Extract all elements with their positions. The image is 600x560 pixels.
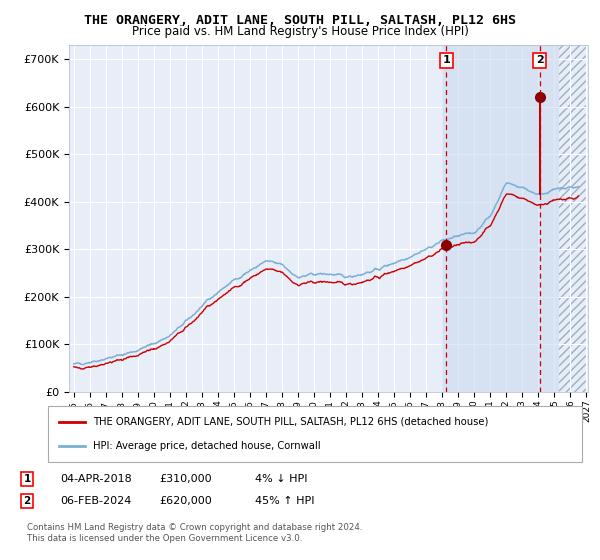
Text: £310,000: £310,000 <box>159 474 212 484</box>
Text: THE ORANGERY, ADIT LANE, SOUTH PILL, SALTASH, PL12 6HS (detached house): THE ORANGERY, ADIT LANE, SOUTH PILL, SAL… <box>94 417 489 427</box>
Text: 45% ↑ HPI: 45% ↑ HPI <box>255 496 314 506</box>
Text: Contains HM Land Registry data © Crown copyright and database right 2024.
This d: Contains HM Land Registry data © Crown c… <box>27 524 362 543</box>
Text: HPI: Average price, detached house, Cornwall: HPI: Average price, detached house, Corn… <box>94 441 321 451</box>
Bar <box>442 45 559 392</box>
Text: 06-FEB-2024: 06-FEB-2024 <box>60 496 131 506</box>
Text: Price paid vs. HM Land Registry's House Price Index (HPI): Price paid vs. HM Land Registry's House … <box>131 25 469 38</box>
Text: 4% ↓ HPI: 4% ↓ HPI <box>255 474 308 484</box>
FancyBboxPatch shape <box>48 406 582 462</box>
Bar <box>559 45 586 392</box>
Text: THE ORANGERY, ADIT LANE, SOUTH PILL, SALTASH, PL12 6HS: THE ORANGERY, ADIT LANE, SOUTH PILL, SAL… <box>84 14 516 27</box>
Text: 2: 2 <box>23 496 31 506</box>
Text: 1: 1 <box>442 55 450 66</box>
Text: 04-APR-2018: 04-APR-2018 <box>60 474 132 484</box>
Text: £620,000: £620,000 <box>159 496 212 506</box>
Text: 2: 2 <box>536 55 544 66</box>
Text: 1: 1 <box>23 474 31 484</box>
